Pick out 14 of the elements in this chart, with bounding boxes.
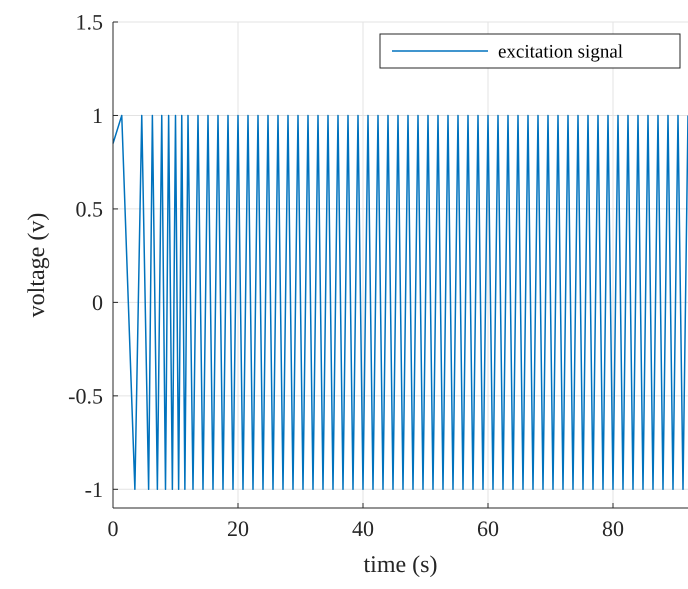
y-axis-title: voltage (v) xyxy=(24,212,50,318)
y-tick-label: 1 xyxy=(92,103,103,128)
x-tick-label: 80 xyxy=(602,516,624,541)
y-tick-label: 0 xyxy=(92,290,103,316)
y-tick-label: -1 xyxy=(84,477,103,502)
x-tick-label: 60 xyxy=(477,516,499,541)
y-tick-label: 0.5 xyxy=(76,196,103,222)
x-axis-title: time (s) xyxy=(364,552,438,578)
y-tick-label: -0.5 xyxy=(68,384,103,409)
x-tick-label: 20 xyxy=(227,516,249,541)
x-tick-label: 40 xyxy=(352,516,374,541)
y-tick-label: 1.5 xyxy=(76,10,103,35)
x-tick-label: 0 xyxy=(108,516,118,541)
text: excitation signal xyxy=(498,42,624,63)
